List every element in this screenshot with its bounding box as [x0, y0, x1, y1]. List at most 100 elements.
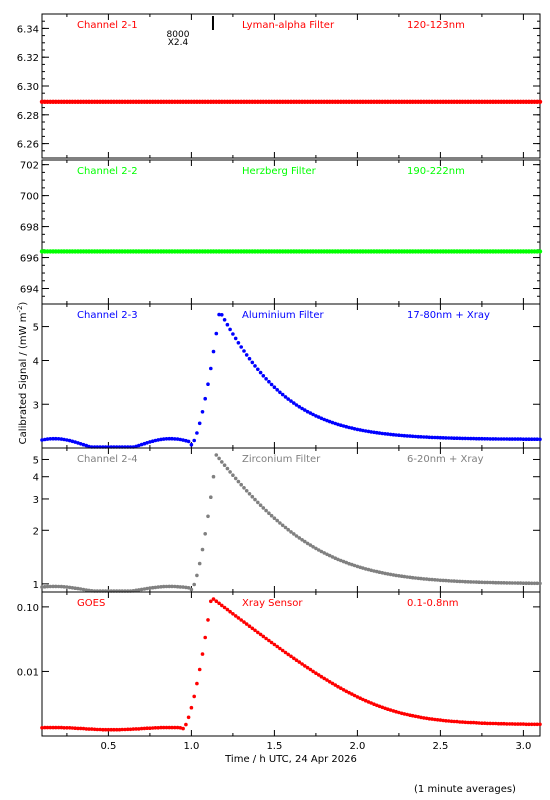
data-point [220, 313, 224, 317]
data-point [336, 422, 340, 427]
data-point [469, 580, 473, 584]
data-point [372, 430, 376, 435]
data-point [466, 720, 470, 725]
data-point [538, 581, 542, 586]
data-point [424, 577, 429, 581]
data-point [45, 437, 50, 441]
data-point [510, 581, 515, 585]
data-point [253, 364, 257, 368]
data-point [189, 442, 194, 447]
data-point [48, 725, 53, 730]
data-point [402, 712, 407, 716]
data-point [173, 584, 177, 589]
data-point [452, 719, 457, 724]
data-point [444, 719, 448, 723]
data-point [383, 571, 387, 576]
data-point [435, 718, 440, 722]
data-point [170, 725, 174, 730]
y-tick-label: 698 [20, 223, 39, 234]
data-point [120, 727, 124, 732]
y-tick-label: 6.34 [17, 24, 39, 35]
data-point [217, 456, 221, 461]
data-point [231, 473, 235, 478]
data-point [51, 725, 55, 730]
data-point [239, 345, 243, 349]
data-point [269, 382, 274, 387]
data-point [327, 680, 332, 684]
data-point [399, 433, 404, 438]
data-point [139, 442, 144, 447]
data-point [242, 620, 246, 624]
channel-label: Channel 2-2 [77, 166, 138, 177]
data-point [59, 725, 64, 730]
data-point [380, 705, 385, 710]
data-point [419, 576, 423, 581]
data-point [474, 580, 479, 584]
data-point [178, 726, 183, 730]
y-tick-label: 700 [20, 192, 39, 203]
data-point [446, 579, 451, 583]
data-point [78, 726, 83, 731]
y-tick-label: 5 [33, 323, 39, 334]
data-point [319, 549, 324, 554]
data-point [250, 360, 255, 365]
data-point [369, 568, 374, 573]
panel-frame [41, 591, 541, 737]
data-point [344, 560, 349, 565]
data-point [518, 581, 523, 585]
data-point [383, 432, 387, 436]
data-point [167, 725, 172, 730]
data-point [455, 719, 459, 724]
data-point [322, 417, 327, 422]
data-point [369, 701, 374, 705]
data-point [70, 726, 75, 730]
data-point [233, 614, 238, 618]
data-point [460, 579, 465, 584]
data-point [167, 436, 172, 441]
data-point [482, 437, 487, 441]
data-point [399, 574, 404, 578]
data-point [244, 489, 249, 493]
data-point [261, 634, 266, 639]
data-point [441, 578, 446, 583]
data-point [325, 678, 329, 682]
data-point [292, 656, 296, 661]
data-point [446, 436, 451, 440]
data-point [173, 437, 177, 441]
data-point [222, 318, 227, 322]
y-tick-label: 6.32 [17, 53, 39, 64]
data-point [236, 616, 241, 620]
data-point [377, 431, 382, 435]
data-point [474, 436, 479, 441]
data-point [65, 585, 69, 589]
data-point [427, 435, 432, 440]
data-point [502, 437, 506, 441]
data-point [471, 436, 476, 441]
data-point [264, 636, 268, 641]
data-point [214, 453, 219, 457]
x-axis-tick-labels: 0.5 1.0 1.5 2.0 2.5 3.0 [100, 741, 531, 752]
data-point [150, 439, 155, 444]
data-point [485, 721, 490, 726]
data-point [513, 722, 517, 726]
filter-label: Aluminium Filter [242, 310, 325, 321]
data-point [435, 435, 440, 440]
data-point [87, 727, 91, 731]
data-point [466, 580, 470, 584]
data-point [247, 356, 252, 361]
data-point [222, 605, 227, 610]
data-point [516, 437, 520, 441]
y-tick-label: 0.01 [17, 667, 39, 678]
data-point [137, 727, 141, 731]
data-point [458, 436, 462, 441]
data-point [239, 618, 243, 622]
data-point [145, 586, 149, 591]
data-point [286, 527, 291, 532]
data-point [197, 421, 202, 426]
data-point [327, 553, 332, 558]
data-point [330, 681, 335, 686]
data-point [142, 587, 147, 591]
data-point [286, 652, 291, 657]
data-point [278, 646, 282, 651]
data-point [463, 436, 468, 441]
